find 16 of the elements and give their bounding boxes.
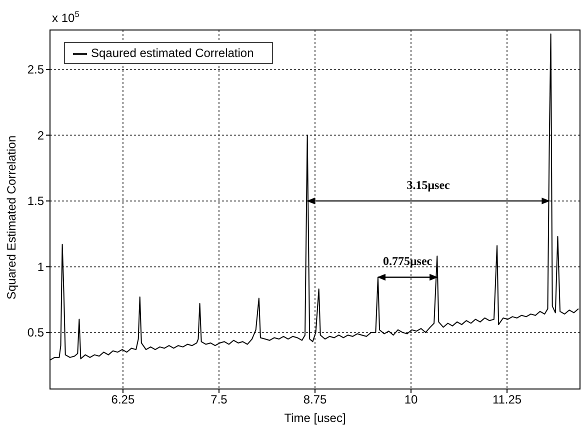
y-tick-label: 0.5: [27, 326, 44, 340]
x-tick-label: 10: [404, 392, 418, 407]
y-axis-title: Squared Estimated Correlation: [4, 135, 18, 300]
annotation: 0.775μsec: [382, 254, 433, 268]
y-tick-label: 1.5: [27, 194, 44, 208]
y-tick-label: 2.5: [27, 62, 44, 77]
x-tick-label: 6.25: [111, 392, 135, 407]
y-tick-label: 1: [37, 260, 44, 274]
y-tick-label: 2: [37, 128, 44, 142]
annotation: 3.15μsec: [406, 178, 451, 192]
text: x 10$^{5}$: [52, 9, 80, 25]
x-axis-title: Time [usec]: [284, 411, 346, 425]
legend-label: Sqaured estimated Correlation: [91, 46, 254, 60]
x-tick-label: 11.25: [492, 392, 522, 407]
x-tick-label: 8.75: [303, 392, 327, 407]
x-tick-label: 7.5: [210, 392, 228, 407]
